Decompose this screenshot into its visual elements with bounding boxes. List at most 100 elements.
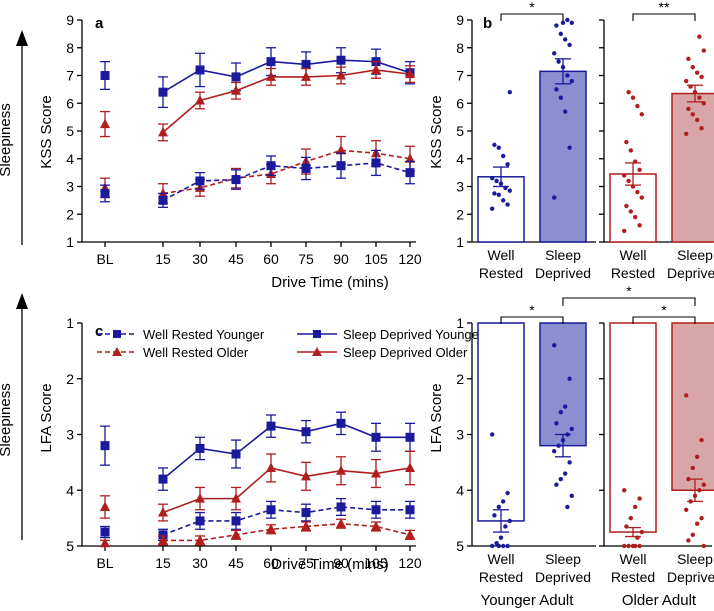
panel-d-group-older-adult-data-point	[686, 538, 691, 543]
panel-c-x-tick-label: 30	[192, 555, 208, 571]
panel-d-group-younger-adult-data-point	[501, 499, 506, 504]
panel-c-series-well-rested-older-point	[405, 529, 415, 539]
panel-d-group-older-adult-data-point	[635, 535, 640, 540]
panel-c-series-well-rested-younger-point	[371, 505, 381, 515]
panel-b-group-older-adult-data-point	[690, 112, 695, 117]
panel-d-group-older-adult-data-point	[686, 476, 691, 482]
panel-a-y-tick-label: 6	[66, 95, 74, 111]
panel-b-group-younger-adult-significance-bracket	[500, 13, 564, 21]
panel-d-group-younger-adult-data-point	[552, 343, 557, 348]
legend: Well Rested Younger Sleep Deprived Young…	[97, 327, 484, 360]
triangle-marker-icon	[312, 347, 322, 356]
panel-b-group-younger-adult-data-point	[552, 195, 557, 200]
panel-b-group-older-adult-data-point	[701, 101, 706, 106]
panel-b-group-younger-adult-data-point	[490, 175, 495, 181]
panel-a-series-well-rested-younger-point	[371, 158, 381, 168]
sleepiness-arrow-bottom	[16, 293, 28, 540]
panel-c-series-sleep-deprived-younger-point	[266, 421, 276, 431]
panel-b-group-younger-adult-data-point	[563, 37, 568, 42]
panel-d-group-older-adult-data-point	[637, 496, 642, 501]
panel-a-series-sleep-deprived-older-line	[162, 69, 411, 133]
panel-b-group-older-adult-data-point	[624, 203, 629, 209]
panel-d-group-older-adult-significance-bracket	[632, 316, 696, 324]
panel-a-x-tick-label: 120	[398, 251, 422, 267]
panel-c-series-sleep-deprived-younger-point	[195, 443, 205, 453]
panel-d-group-older-adult-significance-marker: *	[661, 302, 667, 318]
panel-d-group-older-adult-data-point	[628, 515, 633, 521]
panel-c-series-well-rested-older-point	[195, 534, 205, 545]
panel-b-category-label: Deprived	[667, 265, 714, 281]
panel-c-series-sleep-deprived-older-point	[100, 501, 110, 511]
panel-b-group-older-adult-data-point	[701, 48, 706, 53]
panel-d-y-tick-label: 1	[456, 315, 464, 331]
panel-c-x-tick-label: 120	[398, 555, 422, 571]
panel-c-series-sleep-deprived-younger-point	[100, 441, 110, 451]
panel-b-group-older-adult-data-point	[686, 56, 691, 62]
legend-label: Sleep Deprived Younger	[343, 327, 484, 342]
panel-a-series-sleep-deprived-older-point	[266, 71, 276, 81]
panel-d-cross-significance-bracket	[562, 297, 696, 306]
panel-d-ylabel: LFA Score	[428, 383, 445, 452]
panel-a-y-tick-label: 2	[66, 206, 74, 222]
panel-c-series-well-rested-younger-point	[266, 505, 276, 515]
panel-c-series-well-rested-younger-point	[231, 516, 241, 526]
panel-d-group-younger-adult-data-point	[498, 535, 504, 540]
panel-d-group-younger-adult-significance-bracket	[500, 316, 564, 324]
panel-a-xlabel: Drive Time (mins)	[271, 274, 389, 291]
panel-b-group-older-adult-data-point	[684, 78, 689, 84]
panel-a-series-sleep-deprived-older-point	[336, 70, 346, 80]
panel-b-group-younger-adult-data-point	[501, 153, 506, 159]
panel-c-y-tick-label: 2	[66, 371, 74, 387]
panel-b-group-younger-adult-data-point	[507, 188, 512, 193]
panel-c-series-well-rested-younger-point	[195, 516, 205, 526]
panel-d-group-label-older: Older Adult	[622, 592, 697, 609]
panel-b-group-older-adult-data-point	[630, 95, 636, 100]
panel-d-group-younger-adult-data-point	[492, 513, 497, 518]
panel-d-group-younger-adult-data-point	[503, 524, 508, 529]
panel-b-group-younger-adult-data-point	[563, 109, 568, 114]
panel-a-y-tick-label: 5	[66, 123, 74, 139]
panel-b-group-older-adult-data-point	[697, 34, 702, 39]
panel-b-group-older-adult-data-point	[690, 64, 695, 70]
panel-b-group-younger-adult-data-point	[554, 87, 559, 92]
panel-b-group-older-adult-data-point	[637, 223, 642, 228]
panel-d-group-older-adult-data-point	[695, 521, 700, 526]
panel-b-group-older-adult-data-point	[684, 131, 689, 136]
panel-b-group-younger-adult-data-point	[560, 64, 566, 70]
panel-b-letter: b	[483, 15, 492, 32]
panel-c-series-sleep-deprived-older-point	[371, 468, 381, 478]
panel-c-series-sleep-deprived-younger-point	[336, 418, 346, 428]
panel-d-group-older-adult-data-point	[684, 393, 689, 398]
panel-c-series-sleep-deprived-younger-point	[231, 449, 241, 459]
panel-b-y-tick-label: 8	[456, 40, 464, 56]
panel-b-category-label: Sleep	[677, 247, 713, 263]
panel-b-group-older-adult-data-point	[622, 173, 627, 178]
panel-a-series-sleep-deprived-older-point	[301, 71, 311, 81]
panel-a-series-well-rested-younger-point	[158, 195, 168, 205]
panel-c-ylabel: LFA Score	[38, 383, 55, 452]
panel-b-group-younger-adult-data-point	[501, 198, 506, 203]
panel-c-x-tick-label: 15	[155, 555, 171, 571]
panel-d-category-label: Sleep	[545, 551, 581, 567]
panel-d-group-younger-adult-bar	[477, 322, 525, 522]
panel-d-category-label: Deprived	[535, 569, 591, 585]
panel-c-series-well-rested-younger-point	[158, 530, 168, 540]
panel-d-group-older-adult-bar	[671, 322, 714, 491]
panel-b-group-older-adult-data-point	[692, 89, 698, 95]
panel-c-series-sleep-deprived-older-point	[266, 462, 276, 472]
panel-b-y-tick-label: 9	[456, 12, 464, 28]
panel-d-y-tick-label: 2	[456, 371, 464, 387]
panel-d-group-older-adult-data-point	[688, 499, 693, 504]
panel-c-series-sleep-deprived-older-point	[231, 493, 241, 503]
panel-c-series-sleep-deprived-younger-line	[162, 422, 410, 480]
panel-b-ylabel: KSS Score	[428, 95, 445, 168]
panel-d-group-older-adult-data-point	[699, 515, 704, 521]
panel-c-x-tick-label: 75	[298, 555, 314, 571]
panel-b-group-older-adult-data-point	[624, 139, 629, 145]
panel-c-series-sleep-deprived-younger-point	[301, 427, 311, 437]
panel-d-group-older-adult-data-point	[622, 543, 627, 549]
panel-d-group-label-younger: Younger Adult	[481, 592, 575, 609]
panel-d-group-younger-adult-data-point	[501, 543, 506, 549]
panel-c-y-tick-label: 5	[66, 538, 74, 554]
panel-a-series-sleep-deprived-older-point	[371, 64, 381, 74]
